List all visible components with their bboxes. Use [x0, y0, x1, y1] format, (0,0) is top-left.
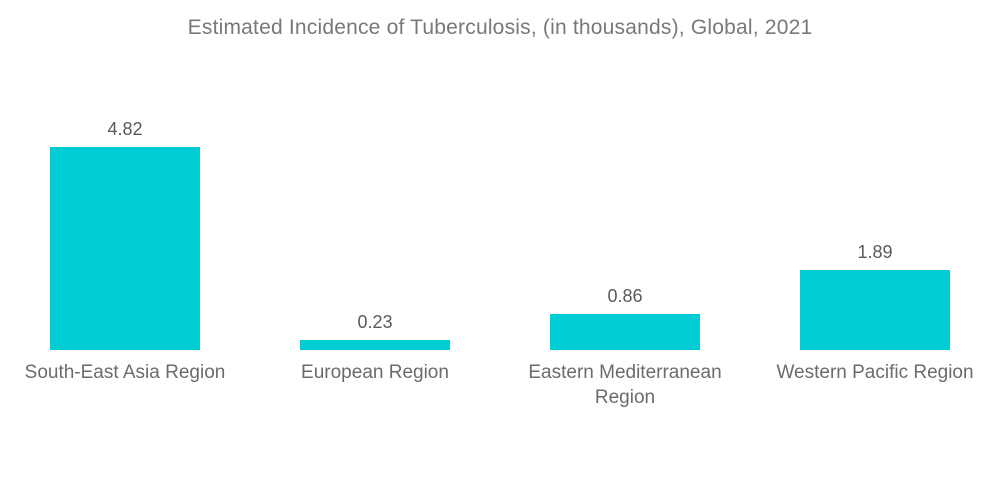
bar-value-label: 1.89 [857, 242, 893, 262]
category-label: Eastern Mediterranean Region [528, 362, 722, 409]
chart-column: 0.23 European Region [250, 0, 500, 383]
bar [300, 340, 450, 350]
bar-value-label: 0.86 [607, 286, 643, 306]
category-label: Western Pacific Region [776, 362, 974, 383]
chart-column: 4.82 South-East Asia Region [0, 0, 250, 383]
bar [550, 314, 700, 350]
chart-column: 0.86 Eastern Mediterranean Region [500, 0, 750, 408]
bar-value-label: 4.82 [107, 119, 143, 139]
bar [800, 270, 950, 350]
category-label: South-East Asia Region [24, 362, 226, 383]
bar-value-label: 0.23 [357, 312, 393, 332]
bar [50, 147, 200, 350]
chart-column: 1.89 Western Pacific Region [750, 0, 1000, 383]
chart-title: Estimated Incidence of Tuberculosis, (in… [187, 16, 813, 39]
plot-area: 4.82 South-East Asia Region 0.23 European R… [0, 0, 1000, 408]
category-label: European Region [301, 362, 449, 383]
